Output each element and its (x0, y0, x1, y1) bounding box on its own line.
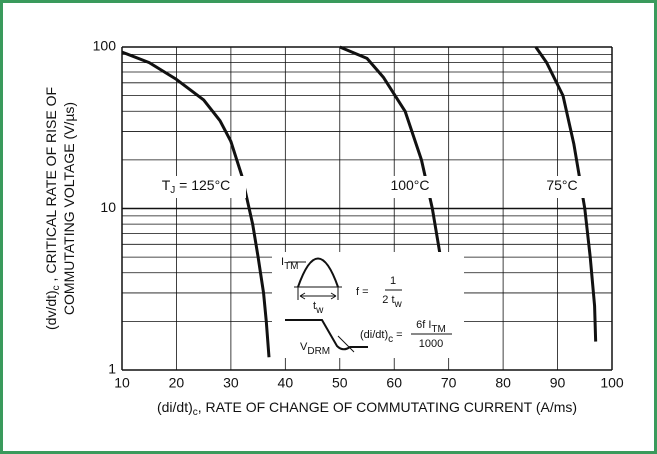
x-axis-label: (di/dt)c, RATE OF CHANGE OF COMMUTATING … (157, 399, 577, 418)
y-axis-label: (dv/dt)c , CRITICAL RATE OF RISE OF (43, 87, 62, 330)
annotation-part: 100°C (390, 177, 429, 193)
inset-label-part: DRM (307, 346, 330, 357)
inset-label: 2 tw (382, 294, 402, 310)
curve (121, 50, 271, 358)
x-tick-label: 60 (386, 375, 402, 391)
x-axis-label-part: c (193, 407, 198, 418)
inset-label-part: TM (284, 261, 298, 272)
y-axis-label-part: , CRITICAL RATE OF RISE OF (43, 87, 59, 285)
inset-label-part: = (393, 329, 402, 341)
annotation-bg (385, 176, 435, 198)
annotation-bg (150, 176, 246, 198)
x-tick-label: 70 (441, 375, 457, 391)
grid (121, 46, 613, 371)
y-tick-label: 1 (108, 361, 116, 377)
inset-label: VDRM (300, 341, 330, 357)
inset-label-part: c (388, 334, 393, 345)
inset-label-part: w (315, 305, 324, 316)
x-axis-label-part: , RATE OF CHANGE OF COMMUTATING CURRENT … (198, 399, 577, 415)
x-axis-label-part: (di/dt) (157, 399, 193, 415)
inset-label: 1000 (419, 338, 443, 350)
inset-label: 1 (390, 275, 396, 287)
inset-label-part: (di/dt) (360, 329, 388, 341)
y-axis-label-part: c (51, 285, 62, 290)
inset-label: tw (313, 300, 324, 316)
y-axis-label: COMMUTATING VOLTAGE (V/µs) (61, 102, 77, 315)
annotation: 100°C (390, 177, 429, 193)
inset-label: 6f ITM (416, 319, 446, 335)
inset-label: (di/dt)c = (360, 329, 403, 345)
annotation-part: J (170, 185, 175, 196)
inset-label-part: 6f I (416, 319, 431, 331)
inset-label-part: t (313, 300, 316, 312)
inset-label: ITM (281, 256, 299, 272)
annotation: TJ = 125°C (162, 177, 231, 196)
annotation: 75°C (546, 177, 577, 193)
annotation-part: = 125°C (175, 177, 230, 193)
inset-label-part: I (281, 256, 284, 268)
y-tick-label: 10 (100, 199, 116, 215)
annotation-part: T (162, 177, 171, 193)
x-tick-label: 80 (495, 375, 511, 391)
tw-arrow (299, 292, 337, 300)
x-tick-label: 30 (223, 375, 239, 391)
inset-label-part: 2 t (382, 294, 394, 306)
inset-label-part: V (300, 341, 308, 353)
y-axis-label-part: (dv/dt) (43, 290, 59, 330)
x-tick-label: 50 (332, 375, 348, 391)
annotation-part: 75°C (546, 177, 577, 193)
inset-label: f = (356, 286, 369, 298)
inset-label-part: TM (431, 324, 445, 335)
x-tick-label: 40 (278, 375, 294, 391)
slope-mark (337, 335, 355, 353)
x-tick-label: 100 (600, 375, 624, 391)
annotation-bg (537, 176, 587, 198)
x-tick-label: 10 (114, 375, 130, 391)
inset-label-part: w (394, 299, 403, 310)
y-tick-label: 100 (93, 38, 117, 54)
x-tick-label: 90 (550, 375, 566, 391)
y-axis-label-part: COMMUTATING VOLTAGE (V/µs) (61, 102, 77, 315)
x-tick-label: 20 (169, 375, 185, 391)
inset-bg (272, 252, 464, 358)
pulse (297, 257, 339, 288)
